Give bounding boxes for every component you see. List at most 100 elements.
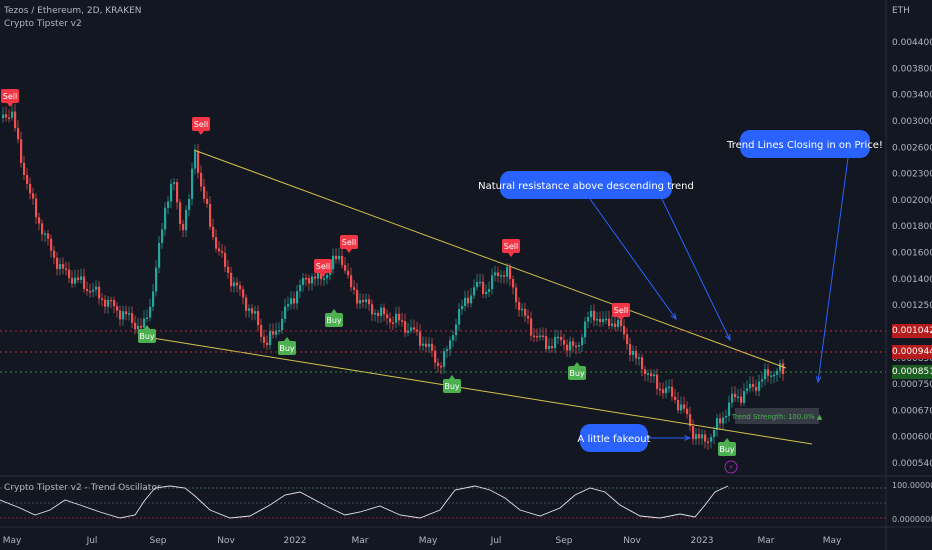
candle-body — [44, 233, 47, 236]
candle-body — [488, 289, 491, 292]
candle-body — [83, 276, 86, 289]
candle-body — [560, 336, 563, 341]
candle-body — [116, 306, 119, 311]
candle-body — [236, 282, 239, 286]
candle-body — [347, 270, 350, 276]
candle-body — [452, 335, 455, 341]
candle-body — [449, 340, 452, 350]
candle-body — [608, 318, 611, 326]
candle-body — [668, 386, 671, 389]
candle-body — [281, 318, 284, 331]
y-tick-label: 0.0044000 — [892, 38, 932, 48]
candle-body — [50, 238, 53, 251]
signal-buy[interactable]: Buy — [325, 309, 343, 327]
candle-body — [650, 373, 653, 377]
signal-sell[interactable]: Sell — [502, 239, 520, 257]
candle-body — [194, 151, 197, 169]
candle-body — [392, 322, 395, 324]
annotation-callout[interactable]: A little fakeout — [577, 424, 692, 452]
candle-body — [227, 266, 230, 273]
candle-body — [680, 404, 683, 411]
candle-body — [431, 343, 434, 351]
upper-trendline[interactable] — [193, 149, 787, 369]
candle-body — [497, 272, 500, 277]
annotation-text: A little fakeout — [577, 434, 650, 445]
candle-body — [206, 198, 209, 205]
candle-body — [557, 336, 560, 339]
signal-markers: Sell Sell Sell Sell Sell Sell Buy Buy Buy Buy Buy B… — [1, 89, 736, 456]
candle-body — [584, 321, 587, 338]
candle-body — [407, 330, 410, 333]
candle-body — [170, 183, 173, 202]
candle-body — [65, 268, 68, 271]
oscillator-title: Crypto Tipster v2 - Trend Oscillator — [4, 483, 161, 493]
candle-body — [257, 311, 260, 326]
candle-body — [605, 318, 608, 321]
candle-body — [32, 193, 35, 199]
candle-body — [341, 255, 344, 266]
signal-buy[interactable]: Buy — [138, 325, 156, 343]
candle-body — [287, 304, 290, 307]
candle-body — [434, 350, 437, 363]
candle-body — [533, 335, 536, 338]
candle-body — [263, 336, 266, 343]
candle-body — [356, 289, 359, 304]
x-tick-label: May — [3, 536, 22, 546]
candle-body — [641, 357, 644, 370]
candle-body — [572, 341, 575, 346]
signal-sell[interactable]: Sell — [314, 259, 332, 277]
y-tick-label: 0.0012500 — [892, 301, 932, 311]
annotation-callout[interactable]: Natural resistance above descending tren… — [478, 171, 731, 342]
candle-body — [110, 299, 113, 302]
signal-sell[interactable]: Sell — [1, 89, 19, 107]
candle-body — [188, 198, 191, 210]
annotation-callout[interactable]: Trend Lines Closing in on Price! — [726, 130, 883, 384]
candle-body — [731, 393, 734, 403]
signal-sell[interactable]: Sell — [340, 235, 358, 253]
candle-body — [512, 279, 515, 288]
candle-body — [56, 257, 59, 270]
candle-body — [737, 396, 740, 399]
candle-body — [71, 278, 74, 284]
candle-body — [20, 139, 23, 163]
candle-body — [101, 298, 104, 300]
x-tick-label: May — [419, 536, 438, 546]
lightning-icon[interactable]: ⚡ — [724, 460, 738, 474]
candle-body — [503, 275, 506, 277]
signal-label: Sell — [504, 242, 518, 251]
candle-body — [446, 349, 449, 352]
signal-buy[interactable]: Buy — [443, 375, 461, 393]
candle-body — [713, 429, 716, 438]
signal-sell[interactable]: Sell — [192, 117, 210, 135]
candle-body — [587, 317, 590, 322]
signal-label: Sell — [194, 120, 208, 129]
candle-body — [278, 330, 281, 332]
candle-body — [758, 381, 761, 391]
candle-body — [26, 174, 29, 184]
lower-trendline[interactable] — [139, 335, 813, 445]
candle-body — [596, 318, 599, 321]
candle-body — [761, 379, 764, 382]
candle-body — [686, 408, 689, 415]
candle-body — [665, 387, 668, 394]
x-tick-label: Nov — [623, 536, 641, 546]
candle-body — [275, 330, 278, 335]
indicator-title: Crypto Tipster v2 — [4, 19, 82, 29]
candle-body — [305, 277, 308, 280]
y-tick-label: 0.0005400 — [892, 459, 932, 469]
candle-body — [23, 162, 26, 175]
candle-body — [578, 345, 581, 347]
signal-buy[interactable]: Buy — [718, 438, 736, 456]
candle-body — [734, 393, 737, 398]
signal-buy[interactable]: Buy — [278, 337, 296, 355]
candle-body — [68, 269, 71, 279]
candle-body — [140, 325, 143, 328]
y-tick-label: 0.0023000 — [892, 170, 932, 180]
x-tick-label: Jul — [490, 536, 502, 546]
signal-buy[interactable]: Buy — [568, 362, 586, 380]
candle-body — [239, 285, 242, 290]
x-tick-label: Nov — [217, 536, 235, 546]
signal-sell[interactable]: Sell — [612, 303, 630, 321]
x-tick-label: 2022 — [284, 536, 307, 546]
